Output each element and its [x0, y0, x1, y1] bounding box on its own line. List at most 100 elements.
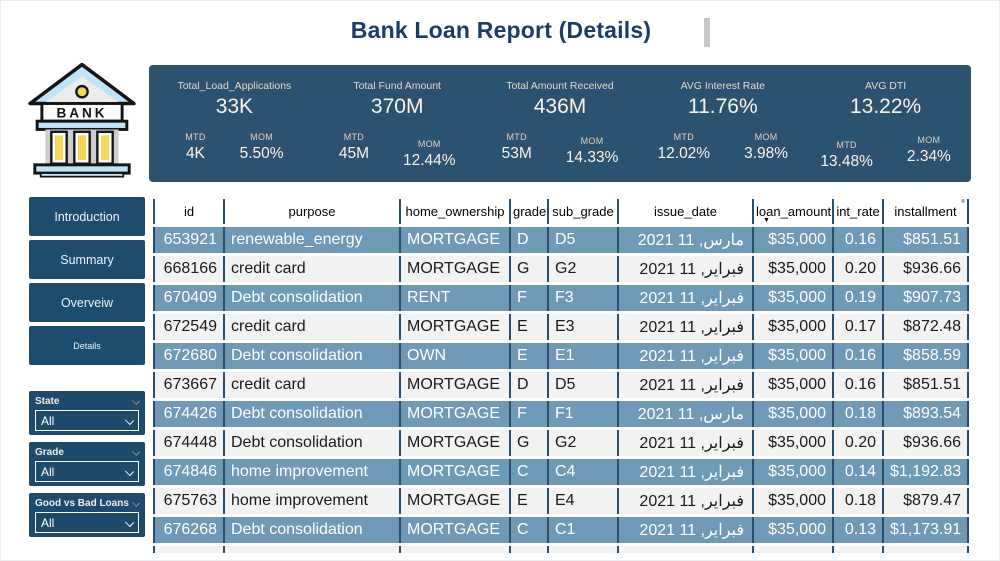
cell-grade[interactable]: E	[509, 314, 547, 340]
cell-int_rate[interactable]: 0.17	[832, 314, 882, 340]
cell-id[interactable]: 653921	[153, 227, 223, 253]
cell-grade[interactable]: D	[509, 227, 547, 253]
cell-home_ownership[interactable]: MORTGAGE	[399, 488, 509, 514]
cell-grade[interactable]: E	[509, 343, 547, 369]
cell-home_ownership[interactable]: MORTGAGE	[399, 372, 509, 398]
cell-issue_date[interactable]: فبراير, 11 2021	[617, 459, 752, 485]
cell-home_ownership[interactable]: MORTGAGE	[399, 401, 509, 427]
cell-sub_grade[interactable]: C1	[547, 517, 617, 543]
cell-loan_amount[interactable]: $35,000	[752, 256, 832, 282]
cell-purpose[interactable]: credit card	[223, 372, 399, 398]
cell-sub_grade[interactable]: E3	[547, 314, 617, 340]
cell-home_ownership[interactable]: MORTGAGE	[399, 256, 509, 282]
cell-int_rate[interactable]: 0.18	[832, 488, 882, 514]
visual-options-dot[interactable]	[961, 199, 965, 203]
table-row[interactable]: 668166 credit card MORTGAGE G G2 فبراير, 11 2…	[153, 256, 969, 282]
cell-id[interactable]: 674448	[153, 430, 223, 456]
cell-home_ownership[interactable]: OWN	[399, 343, 509, 369]
cell-home_ownership[interactable]: MORTGAGE	[399, 459, 509, 485]
cell-installment[interactable]: $936.66	[882, 430, 969, 456]
cell-int_rate[interactable]: 0.13	[832, 517, 882, 543]
cell-grade[interactable]: C	[509, 459, 547, 485]
cell-issue_date[interactable]: فبراير, 11 2021	[617, 430, 752, 456]
cell-id[interactable]: 672549	[153, 314, 223, 340]
cell-issue_date[interactable]: مارس, 11 2021	[617, 401, 752, 427]
cell-purpose[interactable]: Debt consolidation	[223, 517, 399, 543]
cell-sub_grade[interactable]: F3	[547, 285, 617, 311]
cell-purpose[interactable]: Debt consolidation	[223, 343, 399, 369]
cell-issue_date[interactable]: فبراير, 11 2021	[617, 517, 752, 543]
cell-sub_grade[interactable]: F1	[547, 401, 617, 427]
cell-int_rate[interactable]: 0.18	[832, 401, 882, 427]
column-header-issue_date[interactable]: issue_date	[617, 199, 752, 224]
cell-int_rate[interactable]: 0.19	[832, 285, 882, 311]
cell-home_ownership[interactable]: MORTGAGE	[399, 430, 509, 456]
column-header-int_rate[interactable]: int_rate	[832, 199, 882, 224]
cell-installment[interactable]: $851.51	[882, 227, 969, 253]
cell-int_rate[interactable]: 0.20	[832, 256, 882, 282]
column-header-purpose[interactable]: purpose	[223, 199, 399, 224]
cell-purpose[interactable]: credit card	[223, 256, 399, 282]
cell-installment[interactable]: $1,192.83	[882, 459, 969, 485]
column-header-sub_grade[interactable]: sub_grade	[547, 199, 617, 224]
cell-issue_date[interactable]: فبراير, 11 2021	[617, 343, 752, 369]
cell-purpose[interactable]: Debt consolidation	[223, 285, 399, 311]
cell-int_rate[interactable]: 0.20	[832, 430, 882, 456]
table-row[interactable]: 674426 Debt consolidation MORTGAGE F F1 مارس,…	[153, 401, 969, 427]
cell-sub_grade[interactable]: E1	[547, 343, 617, 369]
sidebar-item-introduction[interactable]: Introduction	[29, 197, 145, 236]
cell-purpose[interactable]: Debt consolidation	[223, 401, 399, 427]
cell-id[interactable]: 668166	[153, 256, 223, 282]
column-header-grade[interactable]: grade	[509, 199, 547, 224]
cell-loan_amount[interactable]: $35,000	[752, 372, 832, 398]
cell-installment[interactable]: $893.54	[882, 401, 969, 427]
cell-sub_grade[interactable]: D5	[547, 227, 617, 253]
column-header-loan_amount[interactable]: loan_amount ▼	[752, 199, 832, 224]
cell-home_ownership[interactable]: RENT	[399, 285, 509, 311]
chevron-down-icon[interactable]	[132, 498, 140, 507]
cell-home_ownership[interactable]: MORTGAGE	[399, 227, 509, 253]
table-row[interactable]: 674448 Debt consolidation MORTGAGE G G2 فبراي…	[153, 430, 969, 456]
cell-int_rate[interactable]: 0.16	[832, 343, 882, 369]
cell-grade[interactable]: C	[509, 517, 547, 543]
column-header-id[interactable]: id	[153, 199, 223, 224]
table-row[interactable]: 675763 home improvement MORTGAGE E E4 فبراير,…	[153, 488, 969, 514]
cell-installment[interactable]: $907.73	[882, 285, 969, 311]
cell-issue_date[interactable]: فبراير, 11 2021	[617, 488, 752, 514]
cell-id[interactable]: 673667	[153, 372, 223, 398]
table-row[interactable]: 673667 credit card MORTGAGE D D5 فبراير, 11 2…	[153, 372, 969, 398]
cell-installment[interactable]: $872.48	[882, 314, 969, 340]
cell-grade[interactable]: E	[509, 488, 547, 514]
cell-id[interactable]: 675763	[153, 488, 223, 514]
cell-purpose[interactable]: home improvement	[223, 488, 399, 514]
chevron-down-icon[interactable]	[132, 396, 140, 405]
sidebar-item-overview[interactable]: Overveiw	[29, 283, 145, 322]
good-vs-bad-loans-dropdown[interactable]: All	[35, 512, 139, 533]
cell-purpose[interactable]: renewable_energy	[223, 227, 399, 253]
cell-home_ownership[interactable]: MORTGAGE	[399, 517, 509, 543]
sidebar-item-summary[interactable]: Summary	[29, 240, 145, 279]
cell-grade[interactable]: F	[509, 285, 547, 311]
table-row[interactable]: 670409 Debt consolidation RENT F F3 فبراير, 1…	[153, 285, 969, 311]
cell-grade[interactable]: D	[509, 372, 547, 398]
cell-issue_date[interactable]: فبراير, 11 2021	[617, 285, 752, 311]
cell-loan_amount[interactable]: $35,000	[752, 343, 832, 369]
cell-loan_amount[interactable]: $35,000	[752, 227, 832, 253]
cell-id[interactable]: 672680	[153, 343, 223, 369]
table-row[interactable]: 653921 renewable_energy MORTGAGE D D5 مارس, 1…	[153, 227, 969, 253]
table-row[interactable]: 672680 Debt consolidation OWN E E1 فبراير, 11…	[153, 343, 969, 369]
cell-installment[interactable]: $936.66	[882, 256, 969, 282]
cell-installment[interactable]: $858.59	[882, 343, 969, 369]
cell-int_rate[interactable]: 0.14	[832, 459, 882, 485]
cell-installment[interactable]: $851.51	[882, 372, 969, 398]
cell-loan_amount[interactable]: $35,000	[752, 488, 832, 514]
cell-loan_amount[interactable]: $35,000	[752, 459, 832, 485]
cell-installment[interactable]: $1,173.91	[882, 517, 969, 543]
cell-id[interactable]: 674426	[153, 401, 223, 427]
cell-id[interactable]: 676268	[153, 517, 223, 543]
cell-loan_amount[interactable]: $35,000	[752, 285, 832, 311]
table-row[interactable]: 672549 credit card MORTGAGE E E3 فبراير, 11 2…	[153, 314, 969, 340]
cell-sub_grade[interactable]: E4	[547, 488, 617, 514]
column-header-home_ownership[interactable]: home_ownership	[399, 199, 509, 224]
chevron-down-icon[interactable]	[132, 447, 140, 456]
